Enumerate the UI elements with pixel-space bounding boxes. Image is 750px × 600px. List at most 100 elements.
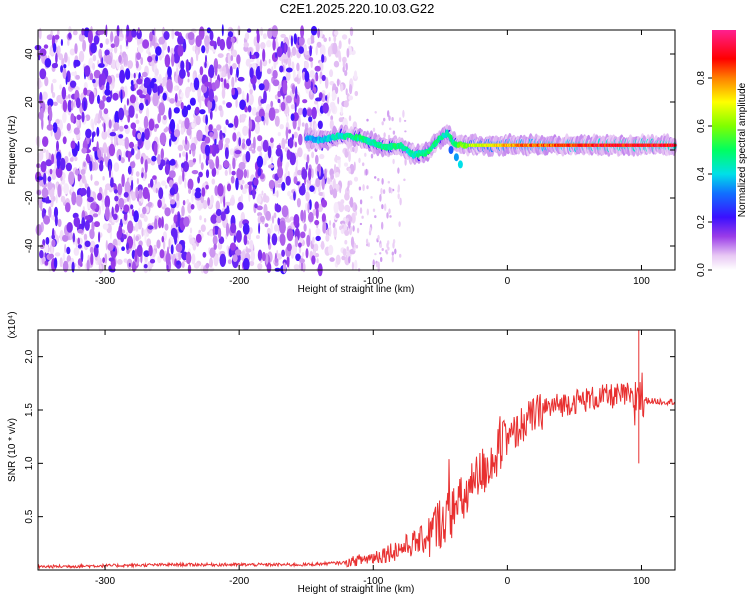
noise-blob: [51, 239, 56, 247]
noise-blob: [39, 68, 47, 80]
noise-blob: [328, 92, 331, 99]
noise-blob: [366, 243, 369, 247]
noise-blob: [387, 110, 390, 118]
noise-blob: [295, 158, 299, 168]
noise-blob: [126, 24, 130, 37]
noise-blob: [81, 217, 86, 229]
noise-blob: [113, 122, 120, 131]
noise-blob: [102, 95, 106, 102]
noise-blob: [321, 54, 325, 63]
noise-blob: [185, 251, 192, 265]
noise-blob: [141, 227, 144, 237]
noise-blob: [267, 233, 270, 246]
noise-blob: [381, 248, 384, 251]
noise-blob: [47, 181, 53, 191]
noise-blob: [286, 161, 290, 168]
noise-blob: [51, 153, 55, 165]
noise-blob: [118, 224, 123, 239]
noise-blob: [149, 31, 153, 42]
noise-blob: [187, 71, 190, 78]
noise-blob: [291, 61, 295, 70]
snr-xlabel: Height of straight line (km): [298, 584, 415, 595]
noise-blob: [301, 182, 306, 194]
noise-blob: [176, 192, 180, 202]
noise-blob: [177, 35, 185, 45]
noise-blob: [170, 227, 177, 238]
noise-blob: [164, 207, 171, 217]
noise-blob: [394, 248, 397, 255]
noise-blob: [358, 186, 362, 191]
noise-blob: [210, 194, 214, 205]
noise-blob: [97, 148, 102, 159]
noise-blob: [305, 248, 309, 259]
noise-blob: [120, 89, 123, 104]
noise-blob: [108, 143, 116, 157]
noise-blob: [105, 38, 109, 45]
noise-blob: [215, 208, 222, 217]
noise-blob: [279, 124, 284, 130]
noise-blob: [355, 244, 359, 249]
noise-blob: [212, 235, 218, 246]
noise-blob: [167, 45, 170, 53]
noise-blob: [362, 162, 365, 167]
noise-blob: [299, 258, 305, 264]
noise-blob: [223, 126, 227, 134]
noise-blob: [272, 39, 276, 51]
noise-blob: [180, 102, 184, 110]
noise-blob: [272, 69, 278, 79]
noise-blob: [344, 229, 350, 236]
noise-blob: [315, 207, 319, 219]
noise-blob: [286, 254, 290, 268]
noise-blob: [177, 144, 184, 151]
noise-blob: [59, 257, 63, 268]
noise-blob: [74, 43, 78, 55]
noise-blob: [344, 204, 351, 212]
noise-blob: [192, 158, 197, 163]
noise-blob: [119, 69, 126, 84]
colorbar-tick-label: 0.4: [696, 167, 707, 181]
noise-blob: [225, 119, 229, 126]
noise-blob: [190, 142, 197, 152]
noise-blob: [155, 46, 162, 56]
noise-blob: [245, 58, 251, 67]
noise-blob: [251, 62, 257, 70]
noise-blob: [218, 139, 224, 151]
noise-blob: [55, 52, 58, 64]
noise-blob: [93, 35, 100, 45]
noise-blob: [149, 81, 155, 89]
noise-blob: [366, 185, 369, 190]
noise-blob: [90, 42, 97, 54]
noise-blob: [185, 135, 188, 145]
noise-blob: [217, 183, 224, 197]
noise-blob: [79, 179, 83, 188]
noise-blob: [142, 206, 147, 215]
noise-blob: [134, 222, 139, 232]
noise-blob: [142, 39, 150, 49]
noise-blob: [181, 162, 185, 169]
noise-blob: [227, 259, 232, 265]
noise-blob: [56, 140, 59, 152]
noise-blob: [377, 261, 380, 269]
noise-blob: [182, 200, 186, 206]
noise-blob: [63, 183, 70, 195]
noise-blob: [295, 253, 301, 262]
noise-blob: [374, 176, 377, 179]
noise-blob: [253, 136, 256, 150]
noise-blob: [314, 65, 321, 72]
colorbar-label: Normalized spectral amplitude: [737, 82, 748, 217]
noise-blob: [108, 119, 112, 129]
noise-blob: [88, 91, 95, 105]
noise-blob: [65, 202, 71, 213]
noise-blob: [223, 160, 230, 169]
noise-blob: [261, 190, 264, 196]
noise-blob: [118, 134, 124, 139]
noise-blob: [215, 155, 220, 169]
colorbar-tick-label: 0.8: [696, 71, 707, 85]
noise-blob: [209, 30, 214, 41]
noise-blob: [257, 167, 262, 177]
noise-blob: [204, 35, 210, 47]
noise-blob: [303, 46, 307, 51]
noise-blob: [40, 161, 47, 173]
noise-blob: [104, 187, 108, 197]
noise-blob: [286, 149, 291, 160]
